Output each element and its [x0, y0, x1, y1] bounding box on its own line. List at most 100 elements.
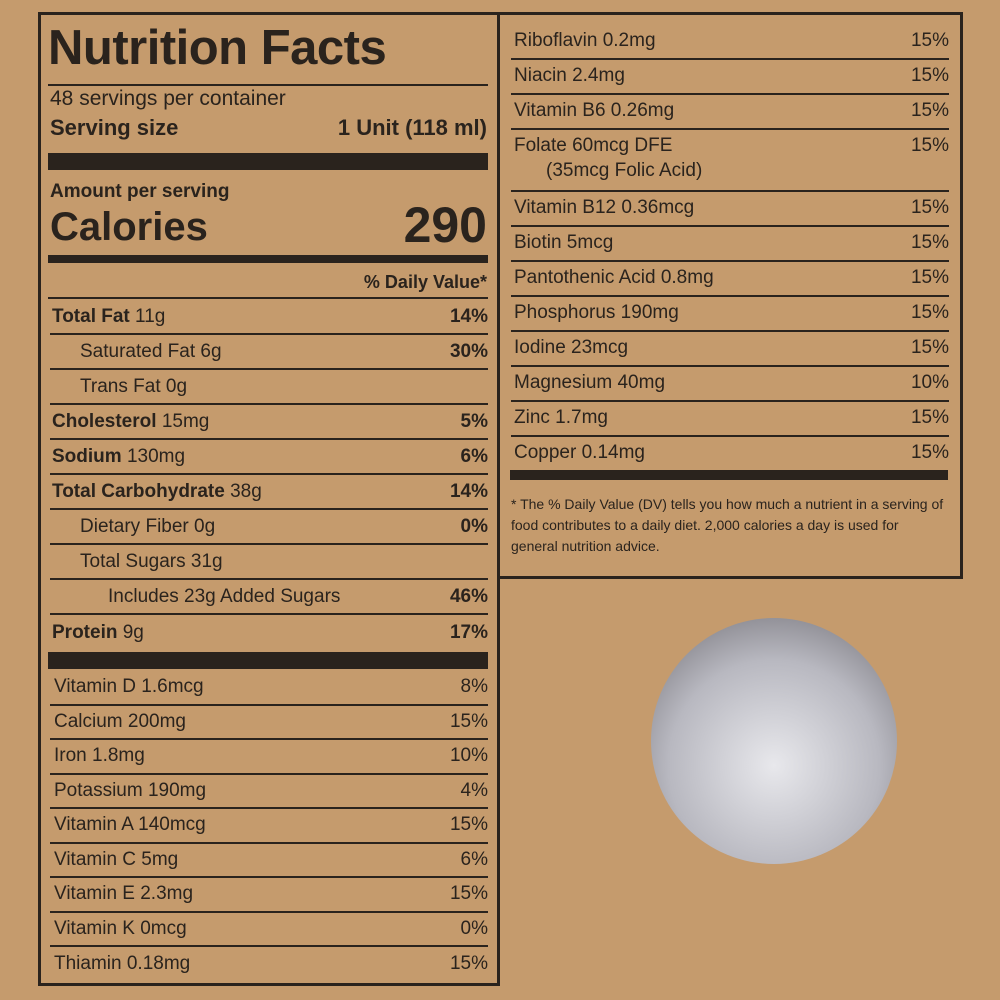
vitamin-label: Vitamin C 5mg: [54, 848, 179, 870]
vitamin-label-block: Riboflavin 0.2mg: [514, 30, 656, 52]
thick-rule: [48, 153, 488, 170]
vitamin-label-block: Biotin 5mcg: [514, 232, 613, 254]
calories-value: 290: [403, 197, 487, 253]
nutrient-row: Vitamin D 1.6mcg 8%: [50, 671, 488, 706]
vitamin-label-block: Vitamin B12 0.36mcg: [514, 197, 694, 219]
medium-rule: [48, 255, 488, 263]
vitamin-label-block: Iodine 23mcg: [514, 337, 628, 359]
vitamin-label-block: Pantothenic Acid 0.8mg: [514, 267, 714, 289]
daily-value: 17%: [449, 621, 488, 643]
nutrient-name: Saturated Fat: [80, 340, 196, 362]
footnote: * The % Daily Value (DV) tells you how m…: [511, 496, 944, 554]
nutrient-row: Riboflavin 0.2mg 15%: [511, 25, 949, 60]
vitamin-label: Calcium 200mg: [54, 710, 186, 732]
servings: 48 servings per container: [50, 87, 286, 110]
nutrient-name: Protein: [52, 621, 118, 643]
daily-value: 6%: [460, 445, 488, 467]
nutrient-row: Dietary Fiber 0g 0%: [50, 510, 488, 545]
nutrient-row: Zinc 1.7mg 15%: [511, 402, 949, 437]
daily-value: 0%: [460, 515, 488, 537]
nutrient-row: Total Carbohydrate 38g 14%: [50, 475, 488, 510]
vitamin-label: Thiamin 0.18mg: [54, 953, 191, 975]
rule: [48, 84, 488, 86]
thick-rule: [48, 652, 488, 669]
nutrient-name: Cholesterol: [52, 410, 157, 432]
nutrient-amount: 0g: [165, 375, 188, 397]
nutrient-name: Total Sugars: [80, 550, 186, 572]
carton-window: [651, 618, 897, 864]
nutrient-row: Calcium 200mg 15%: [50, 706, 488, 740]
nutrient-amount: 15mg: [161, 410, 210, 432]
daily-value: 15%: [910, 65, 949, 86]
vitamin-label-block: Niacin 2.4mg: [514, 65, 625, 87]
nutrient-row: Iron 1.8mg 10%: [50, 740, 488, 775]
vitamin-label: Copper 0.14mg: [514, 442, 645, 463]
vitamin-label-block: Phosphorus 190mg: [514, 302, 679, 324]
nutrient-row: Vitamin E 2.3mg 15%: [50, 878, 488, 913]
nutrient-row: Vitamin C 5mg 6%: [50, 844, 488, 878]
nutrient-row: Potassium 190mg 4%: [50, 775, 488, 809]
nutrient-row: Niacin 2.4mg 15%: [511, 60, 949, 95]
daily-value: 15%: [449, 953, 488, 975]
daily-value: 4%: [460, 779, 488, 801]
daily-value: 15%: [910, 197, 949, 218]
nutrient-amount: 38g: [230, 480, 262, 502]
vitamin-label: Folate 60mcg DFE: [514, 135, 673, 156]
daily-value: 15%: [910, 337, 949, 358]
vitamin-label: Vitamin E 2.3mg: [54, 883, 194, 905]
daily-value: 15%: [910, 100, 949, 121]
nutrient-name: Trans Fat: [80, 375, 161, 397]
daily-value: 0%: [460, 917, 488, 939]
nutrient-row: Includes 23g Added Sugars 46%: [50, 580, 488, 615]
serving-size-value: 1 Unit (118 ml): [337, 115, 487, 140]
daily-value: 15%: [449, 814, 488, 836]
nutrient-row: Saturated Fat 6g 30%: [50, 335, 488, 370]
right-panel: [497, 12, 963, 579]
nutrient-amount: 0g: [194, 515, 216, 537]
vitamin-label-block: Zinc 1.7mg: [514, 407, 608, 429]
vitamin-label: Biotin 5mcg: [514, 232, 614, 253]
nutrient-row: Copper 0.14mg 15%: [511, 437, 949, 472]
amount-per-serving: Amount per serving: [50, 181, 230, 202]
vitamin-label-block: Copper 0.14mg: [514, 442, 645, 464]
daily-value: 15%: [910, 267, 949, 288]
title: Nutrition Facts: [48, 21, 387, 75]
daily-value: 15%: [910, 232, 949, 253]
vitamin-label: Vitamin B12 0.36mcg: [514, 197, 695, 218]
nutrient-name: Includes 23g Added Sugars: [108, 585, 341, 607]
vitamin-label: Riboflavin 0.2mg: [514, 30, 656, 51]
nutrient-row: Vitamin B12 0.36mcg 15%: [511, 192, 949, 227]
daily-value: 15%: [910, 302, 949, 323]
nutrient-name: Total Carbohydrate: [52, 480, 225, 502]
rule: [48, 297, 488, 299]
vitamin-label: Zinc 1.7mg: [514, 407, 608, 428]
medium-rule: [510, 470, 948, 480]
daily-value: 15%: [910, 30, 949, 51]
nutrient-row: Cholesterol 15mg 5%: [50, 405, 488, 440]
nutrient-amount: 130mg: [126, 445, 186, 467]
nutrient-row: Vitamin K 0mcg 0%: [50, 913, 488, 947]
vitamin-label: Vitamin D 1.6mcg: [54, 676, 204, 698]
nutrient-amount: 31g: [190, 550, 223, 572]
nutrient-row: Total Fat 11g 14%: [50, 300, 488, 335]
daily-value: 14%: [449, 480, 488, 502]
nutrient-row: Sodium 130mg 6%: [50, 440, 488, 475]
nutrient-name: Total Fat: [52, 305, 130, 327]
daily-value: 15%: [910, 407, 949, 428]
daily-value: 15%: [910, 442, 949, 463]
vitamin-label: Vitamin B6 0.26mg: [514, 100, 675, 121]
daily-value: 10%: [449, 745, 488, 767]
calories-label: Calories: [50, 205, 208, 249]
nutrient-amount: 9g: [122, 621, 144, 643]
vitamin-label: Pantothenic Acid 0.8mg: [514, 267, 714, 288]
vitamin-label: Magnesium 40mg: [514, 372, 666, 393]
vitamin-label-block: Folate 60mcg DFE (35mcg Folic Acid): [514, 135, 702, 182]
vitamin-label-block: Magnesium 40mg: [514, 372, 665, 394]
vitamin-sub: (35mcg Folic Acid): [546, 160, 703, 181]
nutrient-row: Vitamin A 140mcg 15%: [50, 809, 488, 844]
serving-size-label: Serving size: [50, 115, 179, 140]
nutrient-row: Biotin 5mcg 15%: [511, 227, 949, 262]
nutrient-amount: 11g: [135, 305, 166, 327]
nutrient-row: Protein 9g 17%: [50, 615, 488, 650]
